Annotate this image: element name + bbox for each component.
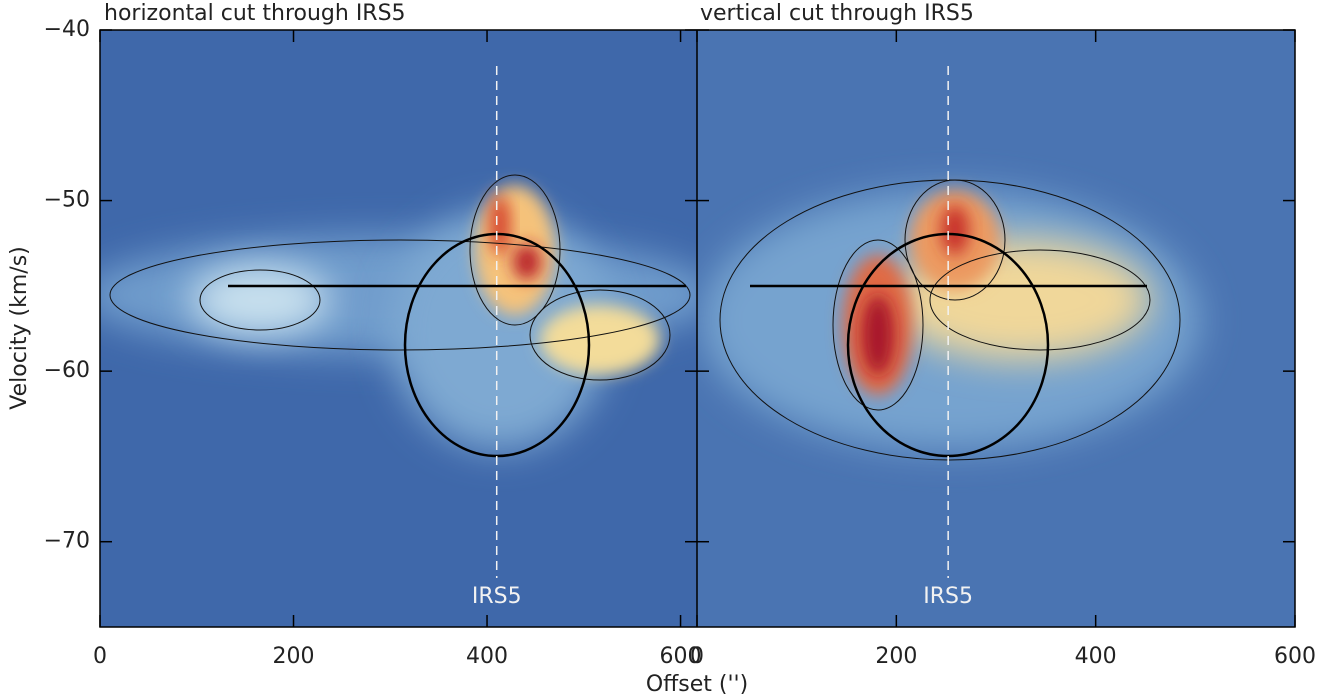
x-tick-label: 0 <box>690 644 704 669</box>
x-axis-label: Offset ('') <box>646 672 748 697</box>
panel-title: vertical cut through IRS5 <box>700 1 974 26</box>
left-image <box>100 30 697 627</box>
right-image <box>697 30 1295 627</box>
x-tick-label: 600 <box>660 644 702 669</box>
x-tick-label: 200 <box>875 644 917 669</box>
x-tick-label: 400 <box>1075 644 1117 669</box>
y-tick-label: −60 <box>44 358 90 383</box>
x-tick-label: 600 <box>1274 644 1316 669</box>
x-tick-label: 200 <box>273 644 315 669</box>
y-axis-label: Velocity (km/s) <box>7 246 32 410</box>
x-tick-label: 0 <box>93 644 107 669</box>
y-tick-label: −50 <box>44 188 90 213</box>
y-tick-label: −70 <box>44 529 90 554</box>
y-tick-label: −40 <box>44 17 90 42</box>
reference-label: IRS5 <box>472 584 522 609</box>
contours <box>109 174 1181 461</box>
reference-label: IRS5 <box>923 584 973 609</box>
x-tick-label: 400 <box>466 644 508 669</box>
panel-title: horizontal cut through IRS5 <box>104 1 406 26</box>
